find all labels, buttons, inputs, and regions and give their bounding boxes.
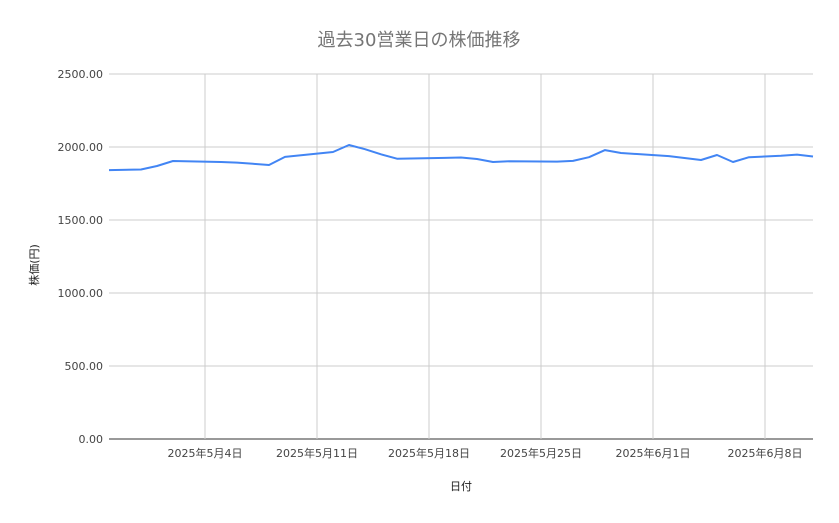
x-tick-label: 2025年5月4日 [168, 446, 243, 460]
x-tick-label: 2025年5月11日 [276, 446, 358, 460]
x-tick-label: 2025年5月25日 [500, 446, 582, 460]
x-tick-label: 2025年6月8日 [728, 446, 803, 460]
y-tick-label: 1500.00 [58, 214, 104, 227]
y-axis-label: 株価(円) [27, 244, 41, 286]
x-tick-label: 2025年6月1日 [616, 446, 691, 460]
y-tick-label: 1000.00 [58, 287, 104, 300]
x-axis-label: 日付 [450, 480, 472, 493]
chart-title: 過去30営業日の株価推移 [318, 30, 521, 51]
series-line [109, 145, 813, 170]
x-tick-label: 2025年5月18日 [388, 446, 470, 460]
y-tick-label: 0.00 [79, 433, 104, 446]
y-tick-label: 500.00 [65, 360, 104, 373]
y-tick-label: 2500.00 [58, 68, 104, 81]
y-tick-label: 2000.00 [58, 141, 104, 154]
